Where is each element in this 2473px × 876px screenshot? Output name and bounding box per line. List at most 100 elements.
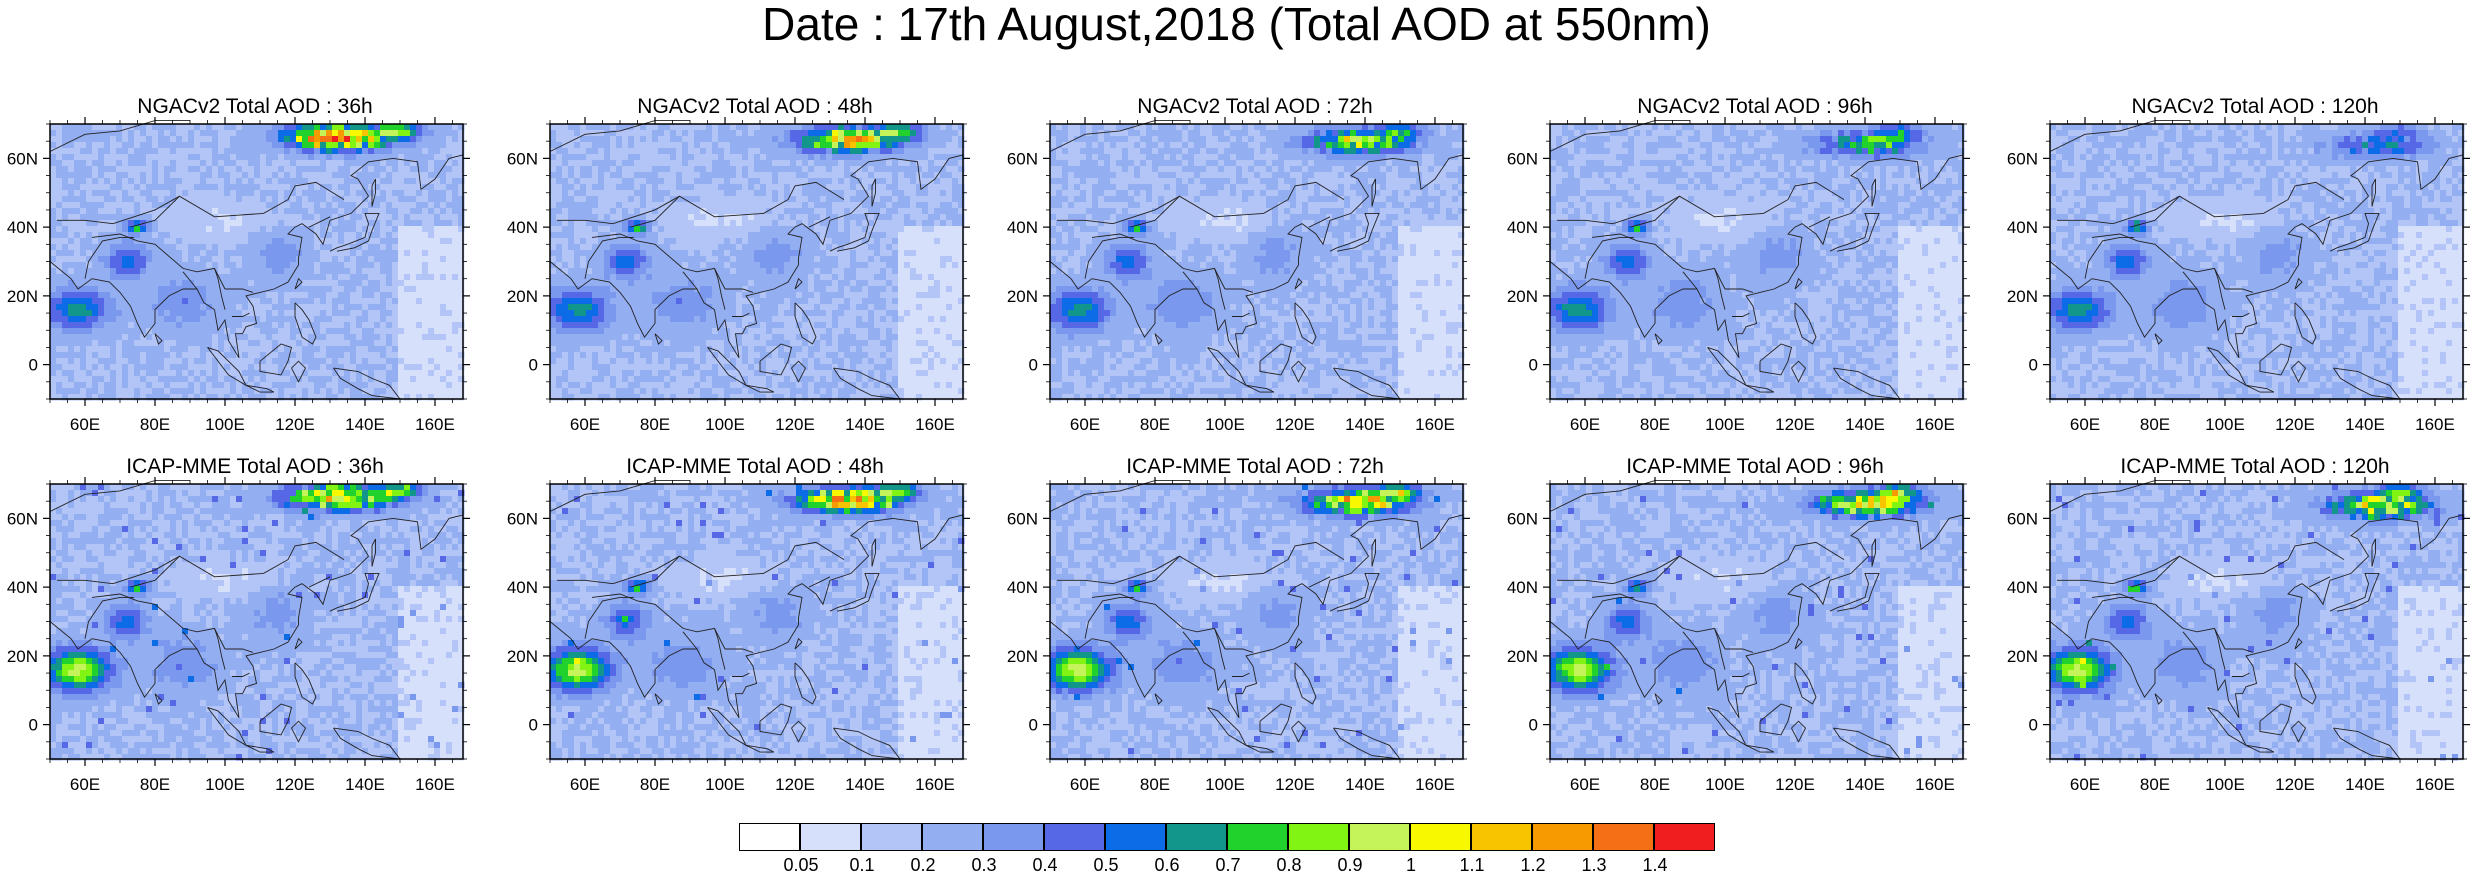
y-tick-label: 20N [507,647,538,666]
x-tick-label: 140E [2345,775,2385,794]
y-tick-label: 40N [2007,218,2038,237]
x-tick-label: 100E [205,415,245,434]
panel-title: NGACv2 Total AOD : 72h [1050,94,1460,120]
y-tick-label: 60N [2007,509,2038,528]
y-tick-label: 40N [1507,578,1538,597]
panel-title: ICAP-MME Total AOD : 48h [550,454,960,480]
x-tick-label: 140E [2345,415,2385,434]
y-tick-label: 40N [2007,578,2038,597]
colorbar-swatch [922,823,983,851]
panel-title: NGACv2 Total AOD : 120h [2050,94,2460,120]
y-tick-label: 0 [29,356,38,375]
colorbar-swatch [1410,823,1471,851]
aod-raster [2050,484,2465,761]
colorbar-label: 1.4 [1625,855,1685,876]
y-tick-label: 40N [7,218,38,237]
y-tick-label: 20N [1007,647,1038,666]
y-tick-label: 20N [2007,647,2038,666]
x-tick-label: 80E [2140,415,2170,434]
x-tick-label: 100E [205,775,245,794]
y-tick-label: 40N [507,578,538,597]
x-tick-label: 140E [845,775,885,794]
y-tick-label: 60N [1507,509,1538,528]
x-tick-label: 140E [1845,775,1885,794]
y-tick-label: 60N [1007,509,1038,528]
x-tick-label: 60E [1570,775,1600,794]
aod-raster [1550,484,1965,761]
x-tick-label: 60E [70,415,100,434]
y-tick-label: 0 [29,716,38,735]
x-tick-label: 140E [845,415,885,434]
x-tick-label: 80E [640,775,670,794]
x-tick-label: 100E [705,775,745,794]
panel-title: ICAP-MME Total AOD : 72h [1050,454,1460,480]
y-tick-label: 0 [529,356,538,375]
y-tick-label: 60N [1507,149,1538,168]
x-tick-label: 60E [2070,775,2100,794]
x-tick-label: 100E [2205,775,2245,794]
x-tick-label: 80E [1140,775,1170,794]
y-tick-label: 20N [1007,287,1038,306]
colorbar-swatch [1349,823,1410,851]
aod-raster [1050,124,1465,401]
y-tick-label: 60N [507,509,538,528]
aod-raster [550,484,965,761]
y-tick-label: 0 [2029,716,2038,735]
x-tick-label: 120E [2275,775,2315,794]
y-tick-label: 40N [1507,218,1538,237]
y-tick-label: 20N [507,287,538,306]
colorbar-label: 1 [1381,855,1441,876]
x-tick-label: 100E [1205,415,1245,434]
x-tick-label: 60E [2070,415,2100,434]
x-tick-label: 120E [775,775,815,794]
colorbar-swatch [1105,823,1166,851]
x-tick-label: 100E [705,415,745,434]
colorbar-label: 0.6 [1137,855,1197,876]
x-tick-label: 100E [2205,415,2245,434]
x-tick-label: 120E [1775,775,1815,794]
panel-title: NGACv2 Total AOD : 48h [550,94,960,120]
colorbar-label: 0.7 [1198,855,1258,876]
x-tick-label: 100E [1205,775,1245,794]
x-tick-label: 120E [775,415,815,434]
aod-raster [550,124,965,401]
y-tick-label: 60N [2007,149,2038,168]
aod-raster [1050,484,1465,761]
x-tick-label: 140E [1345,415,1385,434]
y-tick-label: 40N [507,218,538,237]
x-tick-label: 100E [1705,775,1745,794]
x-tick-label: 80E [140,415,170,434]
x-tick-label: 80E [1640,415,1670,434]
x-tick-label: 60E [1070,415,1100,434]
x-tick-label: 140E [1345,775,1385,794]
aod-raster [50,124,465,401]
y-tick-label: 0 [1029,716,1038,735]
aod-raster [2050,124,2465,401]
panel-title: ICAP-MME Total AOD : 36h [50,454,460,480]
colorbar-label: 0.9 [1320,855,1380,876]
x-tick-label: 160E [1415,775,1455,794]
x-tick-label: 60E [570,775,600,794]
x-tick-label: 120E [275,775,315,794]
x-tick-label: 160E [1915,775,1955,794]
panel-title: NGACv2 Total AOD : 96h [1550,94,1960,120]
y-tick-label: 0 [1029,356,1038,375]
y-tick-label: 40N [1007,218,1038,237]
colorbar-swatch [800,823,861,851]
aod-raster [50,484,465,761]
x-tick-label: 160E [415,415,455,434]
x-tick-label: 120E [2275,415,2315,434]
colorbar-swatch [1166,823,1227,851]
colorbar-label: 0.3 [954,855,1014,876]
y-tick-label: 60N [1007,149,1038,168]
y-tick-label: 60N [7,509,38,528]
y-tick-label: 0 [1529,716,1538,735]
x-tick-label: 60E [570,415,600,434]
panel-title: NGACv2 Total AOD : 36h [50,94,460,120]
x-tick-label: 120E [1275,775,1315,794]
